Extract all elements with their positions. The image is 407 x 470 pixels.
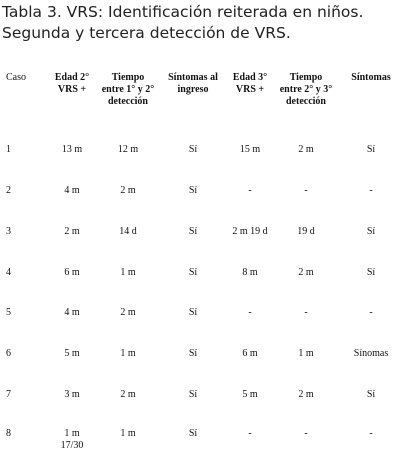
cell-edad-2: 5 m [64, 348, 80, 359]
header-line: Edad 2° [54, 72, 90, 83]
cell-edad-3: - [248, 307, 252, 318]
cell-edad-3: 2 m 19 d [232, 226, 268, 237]
cell-caso: 3 [6, 226, 11, 237]
cell-sintomas-ingreso: Sí [188, 348, 198, 359]
cell-caso: 2 [6, 185, 11, 196]
cell-sintomas-ingreso: Sí [188, 267, 198, 278]
cell-sintomas-ingreso: Sí [188, 389, 198, 400]
header-edad-3: Edad 3° VRS + [220, 72, 280, 96]
cell-tiempo-1-2: 14 d [119, 226, 137, 237]
cell-sintomas-ingreso: Sí [188, 144, 198, 155]
cell-tiempo-1-2: 2 m [120, 185, 136, 196]
cell-sintomas: - [369, 307, 373, 318]
header-sintomas: Síntomas [341, 72, 401, 84]
cell-sintomas: Sí [366, 226, 376, 237]
header-line: Tiempo [111, 72, 145, 83]
cell-edad-2: 4 m [64, 185, 80, 196]
header-edad-2: Edad 2° VRS + [44, 72, 100, 96]
cell-edad-2: 3 m [64, 389, 80, 400]
header-tiempo-1-2: Tiempo entre 1° y 2° detección [91, 72, 165, 108]
cell-tiempo-2-3: 2 m [298, 267, 314, 278]
header-line: VRS + [235, 84, 265, 95]
cell-sintomas-ingreso: Sí [188, 307, 198, 318]
cell-sintomas: Sínomas [353, 348, 389, 359]
header-line: detección [108, 96, 148, 107]
cell-edad-2: 2 m [64, 226, 80, 237]
cell-tiempo-2-3: 2 m [298, 389, 314, 400]
cell-tiempo-1-2: 12 m [117, 144, 139, 155]
cell-tiempo-2-3: 1 m [298, 348, 314, 359]
cell-edad-2: 6 m [64, 267, 80, 278]
cell-edad-3: 15 m [239, 144, 261, 155]
cell-tiempo-1-2: 1 m [120, 348, 136, 359]
cell-caso: 6 [6, 348, 11, 359]
cell-caso: 4 [6, 267, 11, 278]
cell-sintomas: - [369, 185, 373, 196]
cell-sintomas-ingreso: Sí [188, 226, 198, 237]
header-line: entre 1° y 2° [101, 84, 155, 95]
cell-sintomas: Sí [366, 144, 376, 155]
cell-caso: 5 [6, 307, 11, 318]
cell-tiempo-2-3: - [304, 307, 308, 318]
cell-edad-3: - [248, 185, 252, 196]
table-title: Tabla 3. VRS: Identificación reiterada e… [2, 2, 363, 44]
cell-tiempo-1-2: 1 m [120, 428, 136, 439]
header-line: Síntomas [351, 72, 391, 83]
cell-tiempo-1-2: 1 m [120, 267, 136, 278]
cell-sintomas-ingreso: Sí [188, 428, 198, 439]
cell-sintomas: - [369, 428, 373, 439]
header-sintomas-ingreso: Síntomas al ingreso [161, 72, 225, 96]
cell-edad-3: - [248, 428, 252, 439]
cell-edad-3: 5 m [242, 389, 258, 400]
header-line: entre 2° y 3° [279, 84, 333, 95]
header-line: detección [286, 96, 326, 107]
cell-tiempo-1-2: 2 m [120, 307, 136, 318]
header-tiempo-2-3: Tiempo entre 2° y 3° detección [270, 72, 342, 108]
header-line: VRS + [57, 84, 87, 95]
cell-sintomas: Sí [366, 267, 376, 278]
table-title-line-1: Tabla 3. VRS: Identificación reiterada e… [2, 3, 364, 21]
header-line: Tiempo [289, 72, 323, 83]
cell-edad-2: 1 m 17/30 [60, 428, 84, 451]
cell-tiempo-2-3: - [304, 185, 308, 196]
cell-caso: 8 [6, 428, 11, 439]
cell-edad-3: 8 m [242, 267, 258, 278]
header-line: Caso [6, 72, 26, 83]
cell-edad-2: 13 m [61, 144, 83, 155]
cell-sintomas: Sí [366, 389, 376, 400]
table-title-line-2: Segunda y tercera detección de VRS. [2, 24, 291, 42]
header-line: ingreso [177, 84, 209, 95]
cell-edad-2: 4 m [64, 307, 80, 318]
cell-tiempo-1-2: 2 m [120, 389, 136, 400]
cell-caso: 7 [6, 389, 11, 400]
cell-tiempo-2-3: 2 m [298, 144, 314, 155]
cell-caso: 1 [6, 144, 11, 155]
header-line: Síntomas al [168, 72, 218, 83]
cell-sintomas-ingreso: Sí [188, 185, 198, 196]
cell-tiempo-2-3: 19 d [297, 226, 315, 237]
cell-edad-3: 6 m [242, 348, 258, 359]
cell-tiempo-2-3: - [304, 428, 308, 439]
header-line: Edad 3° [232, 72, 268, 83]
header-caso: Caso [6, 72, 26, 84]
